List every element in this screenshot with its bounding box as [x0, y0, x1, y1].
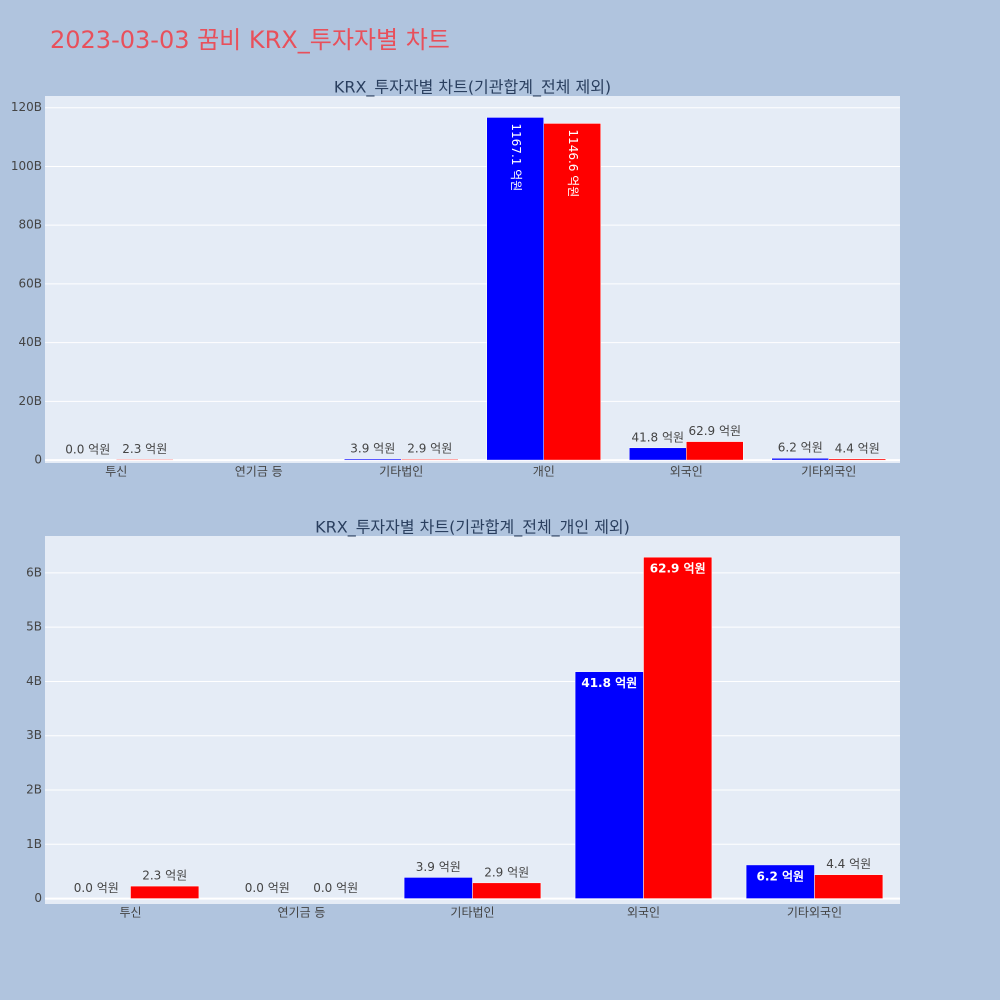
bar-label: 4.4 억원	[826, 857, 871, 871]
bar	[686, 441, 744, 461]
y-tick-label: 2B	[26, 783, 42, 797]
x-tick-label: 기타법인	[450, 906, 494, 920]
bar-label: 4.4 억원	[835, 441, 880, 455]
bar-label: 2.9 억원	[407, 442, 452, 456]
bar-label: 2.9 억원	[484, 865, 529, 879]
bar	[814, 874, 884, 899]
bar-label: 3.9 억원	[350, 441, 395, 455]
y-tick-label: 120B	[11, 100, 42, 114]
bar-label: 0.0 억원	[245, 881, 290, 895]
bar	[403, 877, 473, 899]
bar	[543, 123, 601, 461]
bar	[745, 864, 815, 899]
bar-label: 6.2 억원	[757, 869, 805, 883]
y-tick-label: 0	[34, 453, 42, 467]
bar-label: 1146.6 억원	[566, 129, 580, 197]
bar	[828, 458, 886, 461]
x-tick-label: 외국인	[627, 906, 660, 920]
bar-label: 0.0 억원	[313, 881, 358, 895]
x-tick-label: 외국인	[670, 465, 703, 479]
y-tick-label: 100B	[11, 159, 42, 173]
x-tick-label: 연기금 등	[235, 465, 283, 479]
y-tick-label: 3B	[26, 728, 42, 742]
bar	[344, 458, 402, 461]
x-tick-label: 투신	[119, 906, 141, 920]
bar-label: 2.3 억원	[122, 442, 167, 456]
y-tick-label: 6B	[26, 565, 42, 579]
bar	[116, 459, 174, 461]
y-tick-label: 1B	[26, 837, 42, 851]
y-tick-label: 4B	[26, 674, 42, 688]
bar-label: 41.8 억원	[631, 430, 684, 444]
bar	[574, 671, 644, 899]
bar	[401, 458, 459, 461]
chart-title: KRX_투자자별 차트(기관합계_전체_개인 제외)	[315, 518, 630, 538]
x-tick-label: 기타외국인	[787, 906, 842, 920]
bar-label: 0.0 억원	[74, 881, 119, 895]
y-tick-label: 20B	[18, 394, 42, 408]
plot-area	[45, 536, 900, 904]
x-tick-label: 투신	[105, 465, 127, 479]
x-tick-label: 개인	[533, 465, 555, 479]
x-tick-label: 연기금 등	[278, 906, 326, 920]
x-tick-label: 기타법인	[379, 465, 423, 479]
bar-label: 0.0 억원	[65, 443, 110, 457]
chart-title: KRX_투자자별 차트(기관합계_전체 제외)	[334, 78, 611, 98]
plot-area	[45, 96, 900, 463]
y-tick-label: 80B	[18, 218, 42, 232]
bar-label: 62.9 억원	[688, 424, 741, 438]
y-tick-label: 40B	[18, 335, 42, 349]
bar	[629, 447, 687, 461]
bar-label: 6.2 억원	[778, 441, 823, 455]
y-tick-label: 0	[34, 891, 42, 905]
bar-label: 2.3 억원	[142, 869, 187, 883]
bar-label: 41.8 억원	[581, 676, 637, 690]
bar	[472, 882, 542, 899]
bar-label: 3.9 억원	[416, 860, 461, 874]
bar-label: 1167.1 억원	[509, 123, 523, 191]
bar	[643, 556, 713, 899]
bar-label: 62.9 억원	[650, 562, 706, 576]
bar	[771, 457, 829, 461]
y-tick-label: 5B	[26, 620, 42, 634]
bar	[130, 885, 200, 899]
figure-title: 2023-03-03 꿈비 KRX_투자자별 차트	[50, 26, 450, 54]
bar	[486, 117, 544, 461]
y-tick-label: 60B	[18, 276, 42, 290]
x-tick-label: 기타외국인	[801, 465, 856, 479]
